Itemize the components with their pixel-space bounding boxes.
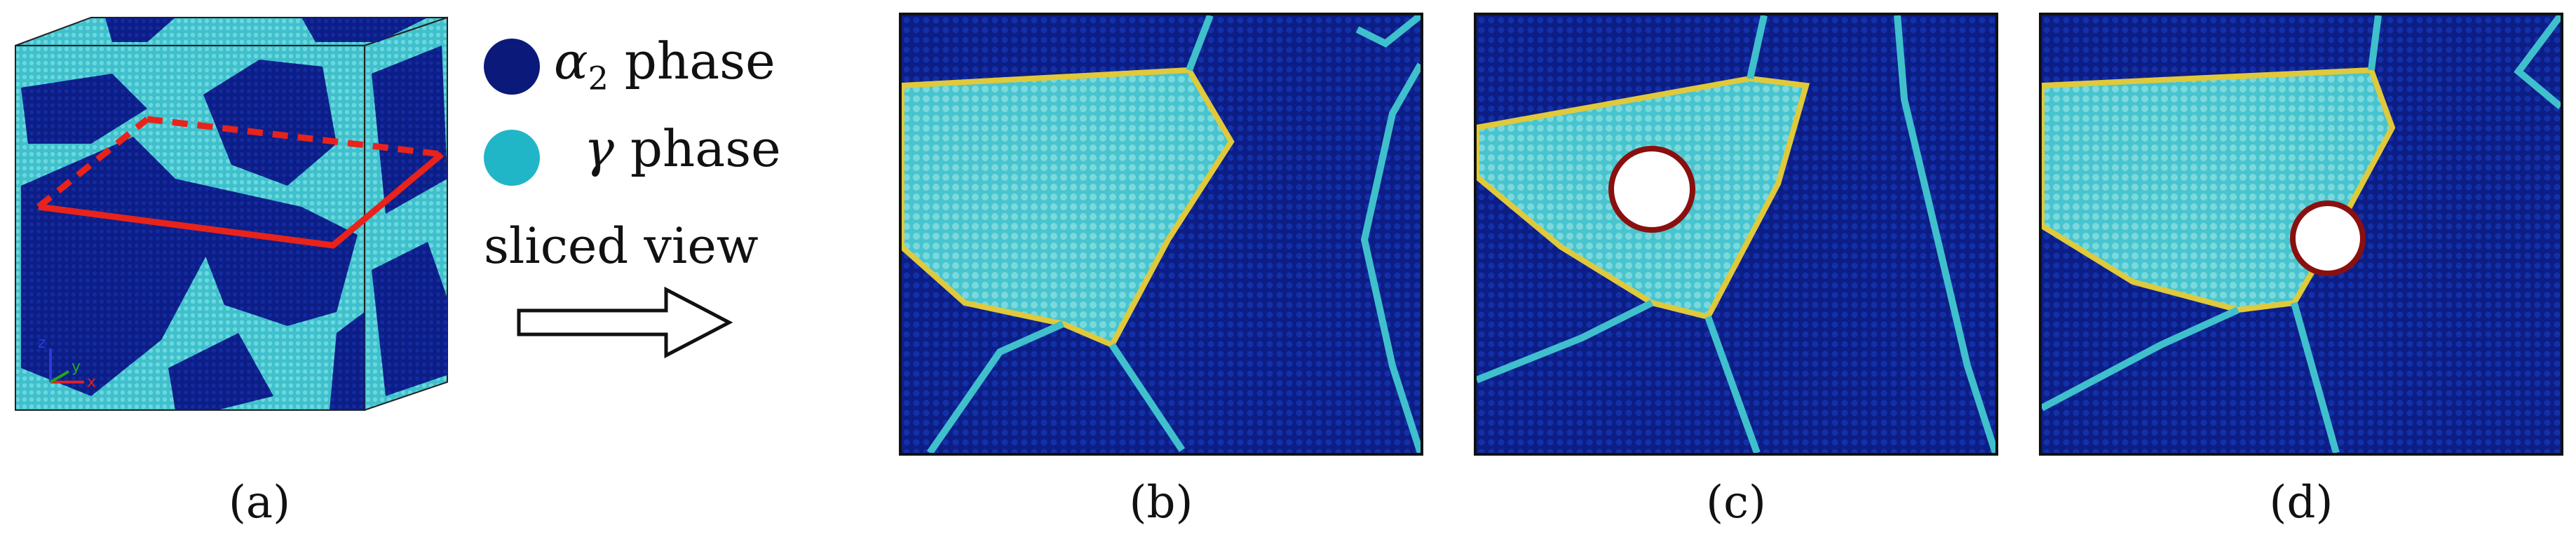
grain-alpha2 (372, 46, 447, 214)
slice-d-graphic (2042, 15, 2561, 453)
arrow-right-icon (512, 284, 736, 361)
caption-b: (b) (1129, 477, 1193, 529)
legend-alpha2-label: α2 phase (554, 32, 775, 97)
axis-y-label: y (72, 358, 81, 376)
gamma-phase-text: phase (630, 119, 781, 178)
axes-triad: z y x (35, 333, 105, 396)
caption-d: (d) (2269, 477, 2333, 529)
caption-a: (a) (228, 477, 291, 529)
grain-alpha2 (21, 137, 217, 396)
panel-d-slice (2039, 13, 2563, 456)
sliced-view-label: sliced view (484, 217, 759, 275)
grain-alpha2 (301, 18, 428, 42)
void-hole (2290, 200, 2366, 276)
slice-plane-front-edge (38, 151, 444, 249)
legend-alpha2-marker (484, 39, 540, 95)
grain-alpha2 (372, 242, 447, 396)
grain-alpha2 (105, 18, 175, 42)
grain-alpha2 (175, 179, 358, 326)
void-hole (1608, 146, 1695, 233)
panel-c-slice (1474, 13, 1998, 456)
alpha-symbol: α (554, 32, 588, 90)
gamma-symbol: γ (583, 119, 614, 178)
caption-c: (c) (1706, 477, 1766, 529)
grain-alpha2 (21, 74, 147, 144)
panel-b-slice (899, 13, 1423, 456)
axis-z-label: z (38, 334, 46, 352)
legend-gamma-label: γ phase (568, 119, 781, 178)
legend-gamma-marker (484, 130, 540, 186)
axis-x-label: x (87, 374, 97, 391)
grain-alpha2 (330, 312, 365, 410)
slice-c-graphic (1477, 15, 1995, 453)
slice-plane-left-edge (36, 116, 149, 210)
panel-a-cube: z y x (7, 4, 456, 424)
alpha-subscript: 2 (588, 59, 609, 97)
cube-graphic (15, 16, 448, 411)
slice-b-graphic (902, 15, 1421, 453)
grain-alpha2 (168, 333, 273, 410)
alpha2-phase-text: phase (624, 32, 775, 90)
grain-alpha2 (203, 60, 337, 186)
